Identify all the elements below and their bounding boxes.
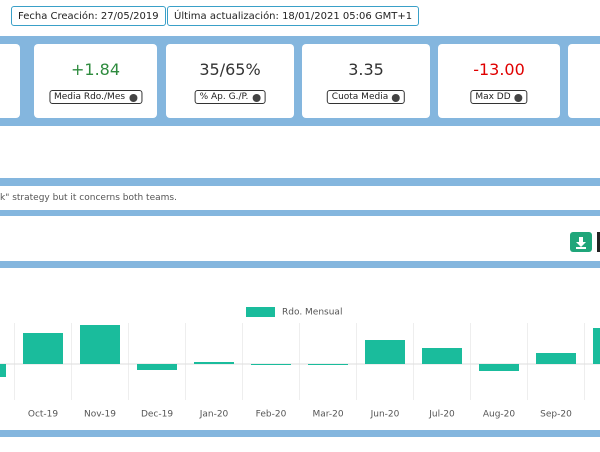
x-tick-label: Nov-19 bbox=[84, 410, 116, 420]
bar bbox=[0, 364, 6, 377]
stats-band: +1.84 Media Rdo./Mes 35/65% % Ap. G./P. 3.… bbox=[0, 36, 600, 126]
stat-value: 35/65% bbox=[199, 60, 261, 79]
divider bbox=[0, 210, 600, 216]
x-tick-label: Sep-20 bbox=[540, 410, 572, 420]
bar bbox=[80, 325, 120, 364]
stat-value: +1.84 bbox=[70, 60, 121, 79]
stat-card: +1.84 Media Rdo./Mes bbox=[34, 44, 157, 118]
x-tick-label: Jul-20 bbox=[428, 410, 455, 420]
bar bbox=[593, 328, 600, 364]
note: k" strategy but it concerns both teams. bbox=[0, 193, 177, 203]
bar bbox=[479, 364, 519, 371]
x-tick-label: Jun-20 bbox=[370, 410, 400, 420]
x-tick-label: Jan-20 bbox=[199, 410, 229, 420]
stat-value: -13.00 bbox=[473, 60, 525, 79]
x-tick-label: Dec-19 bbox=[141, 410, 173, 420]
bar bbox=[137, 364, 177, 370]
download-icon bbox=[576, 237, 586, 249]
last-update: Última actualización: 18/01/2021 05:06 G… bbox=[167, 6, 420, 26]
divider bbox=[0, 178, 600, 186]
x-tick-label: Oct-19 bbox=[28, 410, 59, 420]
bar bbox=[251, 364, 291, 365]
stat-label[interactable]: Max DD bbox=[470, 90, 528, 104]
bar bbox=[422, 348, 462, 364]
stat-label[interactable]: Cuota Media bbox=[326, 90, 406, 104]
bar bbox=[23, 333, 63, 364]
stat-label[interactable]: Media Rdo./Mes bbox=[48, 90, 143, 104]
divider bbox=[0, 261, 600, 268]
legend-label: Rdo. Mensual bbox=[282, 308, 342, 318]
x-tick-label: Aug-20 bbox=[483, 410, 516, 420]
stat-card: 3.35 Cuota Media bbox=[302, 44, 430, 118]
stat-value: 3.35 bbox=[348, 60, 384, 79]
stat-card: 35/65% % Ap. G./P. bbox=[166, 44, 294, 118]
stat-label[interactable]: % Ap. G./P. bbox=[194, 90, 266, 104]
bar bbox=[536, 353, 576, 364]
stat-card-partial bbox=[568, 44, 600, 118]
stat-card: -13.00 Max DD bbox=[438, 44, 560, 118]
bar bbox=[194, 362, 234, 364]
bar bbox=[308, 364, 348, 365]
bar bbox=[365, 340, 405, 364]
button-edge bbox=[597, 232, 600, 252]
legend-swatch bbox=[246, 307, 275, 317]
chart: Rdo. Mensual Oct-19 Nov-19 Dec-19 Jan-20 Feb… bbox=[0, 307, 600, 420]
divider bbox=[0, 430, 600, 437]
x-tick-label: Mar-20 bbox=[312, 410, 343, 420]
x-tick-label: Feb-20 bbox=[256, 410, 287, 420]
creation-date: Fecha Creación: 27/05/2019 bbox=[11, 6, 166, 26]
download-button[interactable] bbox=[570, 232, 592, 252]
stat-card-partial bbox=[0, 44, 20, 118]
